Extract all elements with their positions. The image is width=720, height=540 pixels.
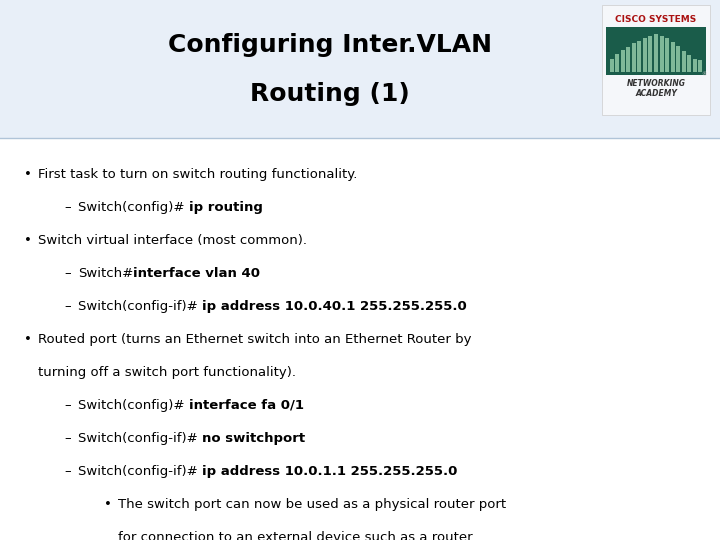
Bar [637, 41, 642, 72]
Text: ®: ® [701, 72, 707, 77]
Text: Switch virtual interface (most common).: Switch virtual interface (most common). [38, 234, 307, 247]
Bar [631, 43, 636, 72]
Text: interface fa 0/1: interface fa 0/1 [189, 399, 304, 412]
Bar [688, 55, 691, 72]
Text: ip address 10.0.40.1 255.255.255.0: ip address 10.0.40.1 255.255.255.0 [202, 300, 467, 313]
Bar [670, 42, 675, 72]
Text: –: – [64, 465, 71, 478]
Bar [698, 60, 703, 72]
Text: Switch(config)#: Switch(config)# [78, 201, 189, 214]
Text: NETWORKING: NETWORKING [626, 78, 685, 87]
Bar [606, 27, 706, 75]
Text: ip address 10.0.1.1 255.255.255.0: ip address 10.0.1.1 255.255.255.0 [202, 465, 457, 478]
Text: ip routing: ip routing [189, 201, 263, 214]
Text: ACADEMY: ACADEMY [635, 89, 677, 98]
Bar [602, 5, 710, 115]
Text: •: • [104, 498, 112, 511]
Text: Switch(config)#: Switch(config)# [78, 399, 189, 412]
Text: –: – [64, 300, 71, 313]
Text: Configuring Inter.VLAN: Configuring Inter.VLAN [168, 33, 492, 57]
Bar [660, 36, 664, 72]
Bar [682, 51, 686, 72]
Text: –: – [64, 201, 71, 214]
Text: •: • [24, 234, 32, 247]
Text: The switch port can now be used as a physical router port: The switch port can now be used as a phy… [118, 498, 506, 511]
Bar [626, 47, 630, 72]
Text: –: – [64, 432, 71, 445]
Text: Routed port (turns an Ethernet switch into an Ethernet Router by: Routed port (turns an Ethernet switch in… [38, 333, 472, 346]
Bar [693, 58, 697, 72]
Text: Routing (1): Routing (1) [250, 82, 410, 106]
Text: •: • [24, 333, 32, 346]
Text: for connection to an external device such as a router.: for connection to an external device suc… [118, 531, 475, 540]
Bar [610, 59, 613, 72]
Text: Switch#: Switch# [78, 267, 133, 280]
Text: First task to turn on switch routing functionality.: First task to turn on switch routing fun… [38, 168, 357, 181]
Text: turning off a switch port functionality).: turning off a switch port functionality)… [38, 366, 296, 379]
Bar [676, 46, 680, 72]
Text: –: – [64, 267, 71, 280]
Bar [654, 34, 658, 72]
Text: Switch(config-if)#: Switch(config-if)# [78, 465, 202, 478]
Bar [649, 36, 652, 72]
Text: •: • [24, 168, 32, 181]
Bar [0, 0, 720, 138]
Bar [621, 50, 625, 72]
Text: Switch(config-if)#: Switch(config-if)# [78, 300, 202, 313]
Text: no switchport: no switchport [202, 432, 305, 445]
Bar [615, 55, 619, 72]
Text: CISCO SYSTEMS: CISCO SYSTEMS [616, 15, 697, 24]
Bar [665, 38, 669, 72]
Text: interface vlan 40: interface vlan 40 [133, 267, 260, 280]
Text: –: – [64, 399, 71, 412]
Text: Switch(config-if)#: Switch(config-if)# [78, 432, 202, 445]
Bar [643, 38, 647, 72]
